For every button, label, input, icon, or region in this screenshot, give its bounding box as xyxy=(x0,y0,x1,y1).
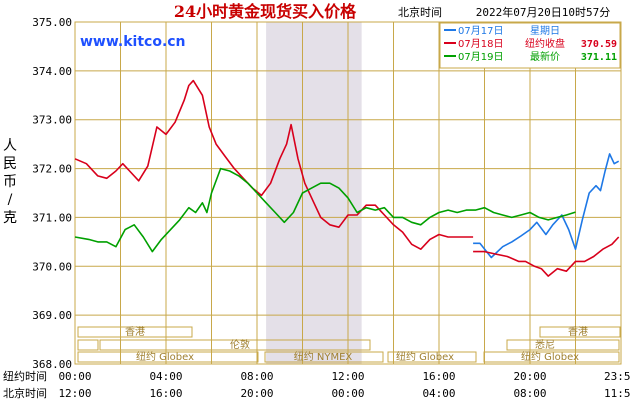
series-line xyxy=(473,236,620,277)
y-axis-label-char: / xyxy=(8,192,13,208)
x-tick-label-bj: 16:00 xyxy=(149,387,182,400)
y-tick-label: 373.00 xyxy=(32,114,72,127)
y-tick-label: 370.00 xyxy=(32,260,72,273)
x-tick-label-ny: 00:00 xyxy=(58,370,91,383)
y-tick-label: 374.00 xyxy=(32,65,72,78)
x-tick-label-bj: 04:00 xyxy=(422,387,455,400)
y-axis-label-char: 币 xyxy=(3,174,17,190)
y-tick-labels: 368.00 369.00 370.00 371.00 372.00 373.00 374.… xyxy=(32,16,72,371)
x-tick-label-ny: 20:00 xyxy=(513,370,546,383)
series-line xyxy=(74,167,576,253)
timestamp: 2022年07月20日10时57分 xyxy=(476,5,610,19)
y-axis-label-char: 人 xyxy=(3,138,17,154)
legend-value: 370.59 xyxy=(581,39,617,50)
x-tick-label-bj: 00:00 xyxy=(331,387,364,400)
x-tick-labels: 00:00 04:00 08:00 12:00 16:00 20:00 23:59 12:00… xyxy=(58,370,630,400)
market-hongkong: 香港 xyxy=(125,326,145,338)
series-line xyxy=(74,79,474,250)
x-tick-label-ny: 08:00 xyxy=(240,370,273,383)
series-line xyxy=(473,153,620,259)
market-ny-nymex: 纽约 NYMEX xyxy=(294,350,353,363)
market-sessions: 香港 香港 伦敦 悉尼 纽约 Globex 纽约 NYMEX 纽约 Globex… xyxy=(77,326,621,363)
brand-url[interactable]: www.kitco.cn xyxy=(80,34,186,50)
x-tick-label-ny: 04:00 xyxy=(149,370,182,383)
market-ny-globex-3: 纽约 Globex xyxy=(521,350,579,363)
market-ny-globex-2: 纽约 Globex xyxy=(396,350,454,363)
y-tick-label: 372.00 xyxy=(32,163,72,176)
y-axis-label-char: 克 xyxy=(3,210,17,226)
y-tick-label: 369.00 xyxy=(32,309,72,322)
market-ny-globex: 纽约 Globex xyxy=(136,350,194,363)
row1-axis-label: 纽约时间 xyxy=(3,369,47,383)
legend-label: 星期日 xyxy=(530,25,560,37)
legend-value: 371.11 xyxy=(581,52,617,63)
x-tick-label-ny: 12:00 xyxy=(331,370,364,383)
y-tick-label: 368.00 xyxy=(32,358,72,371)
market-hongkong-2: 香港 xyxy=(568,326,588,338)
x-tick-label-bj: 12:00 xyxy=(58,387,91,400)
x-tick-label-bj: 20:00 xyxy=(240,387,273,400)
legend-date: 07月19日 xyxy=(458,51,503,63)
row2-axis-label: 北京时间 xyxy=(3,386,47,400)
x-tick-label-ny: 23:59 xyxy=(604,370,630,383)
nymex-session-shade xyxy=(266,22,362,364)
market-sydney: 悉尼 xyxy=(535,339,555,351)
market-london: 伦敦 xyxy=(230,338,250,351)
legend-label: 纽约收盘 xyxy=(525,37,565,50)
legend: 07月17日 星期日 07月18日 纽约收盘 370.59 07月19日 最新价 371.11 xyxy=(439,22,621,69)
y-axis-label: 人民币 / 克 xyxy=(3,138,17,226)
chart-title: 24小时黄金现货买入价格 xyxy=(174,2,357,21)
timezone-label: 北京时间 xyxy=(398,5,442,19)
y-tick-label: 375.00 xyxy=(32,16,72,29)
y-tick-label: 371.00 xyxy=(32,211,72,224)
x-tick-label-ny: 16:00 xyxy=(422,370,455,383)
y-axis-label-char: 民 xyxy=(3,156,17,172)
x-tick-label-bj: 11:59 xyxy=(604,387,630,400)
legend-label: 最新价 xyxy=(530,50,560,63)
legend-date: 07月18日 xyxy=(458,38,503,50)
legend-date: 07月17日 xyxy=(458,25,503,37)
x-tick-label-bj: 08:00 xyxy=(513,387,546,400)
series-group xyxy=(74,79,620,277)
grid xyxy=(75,21,621,365)
